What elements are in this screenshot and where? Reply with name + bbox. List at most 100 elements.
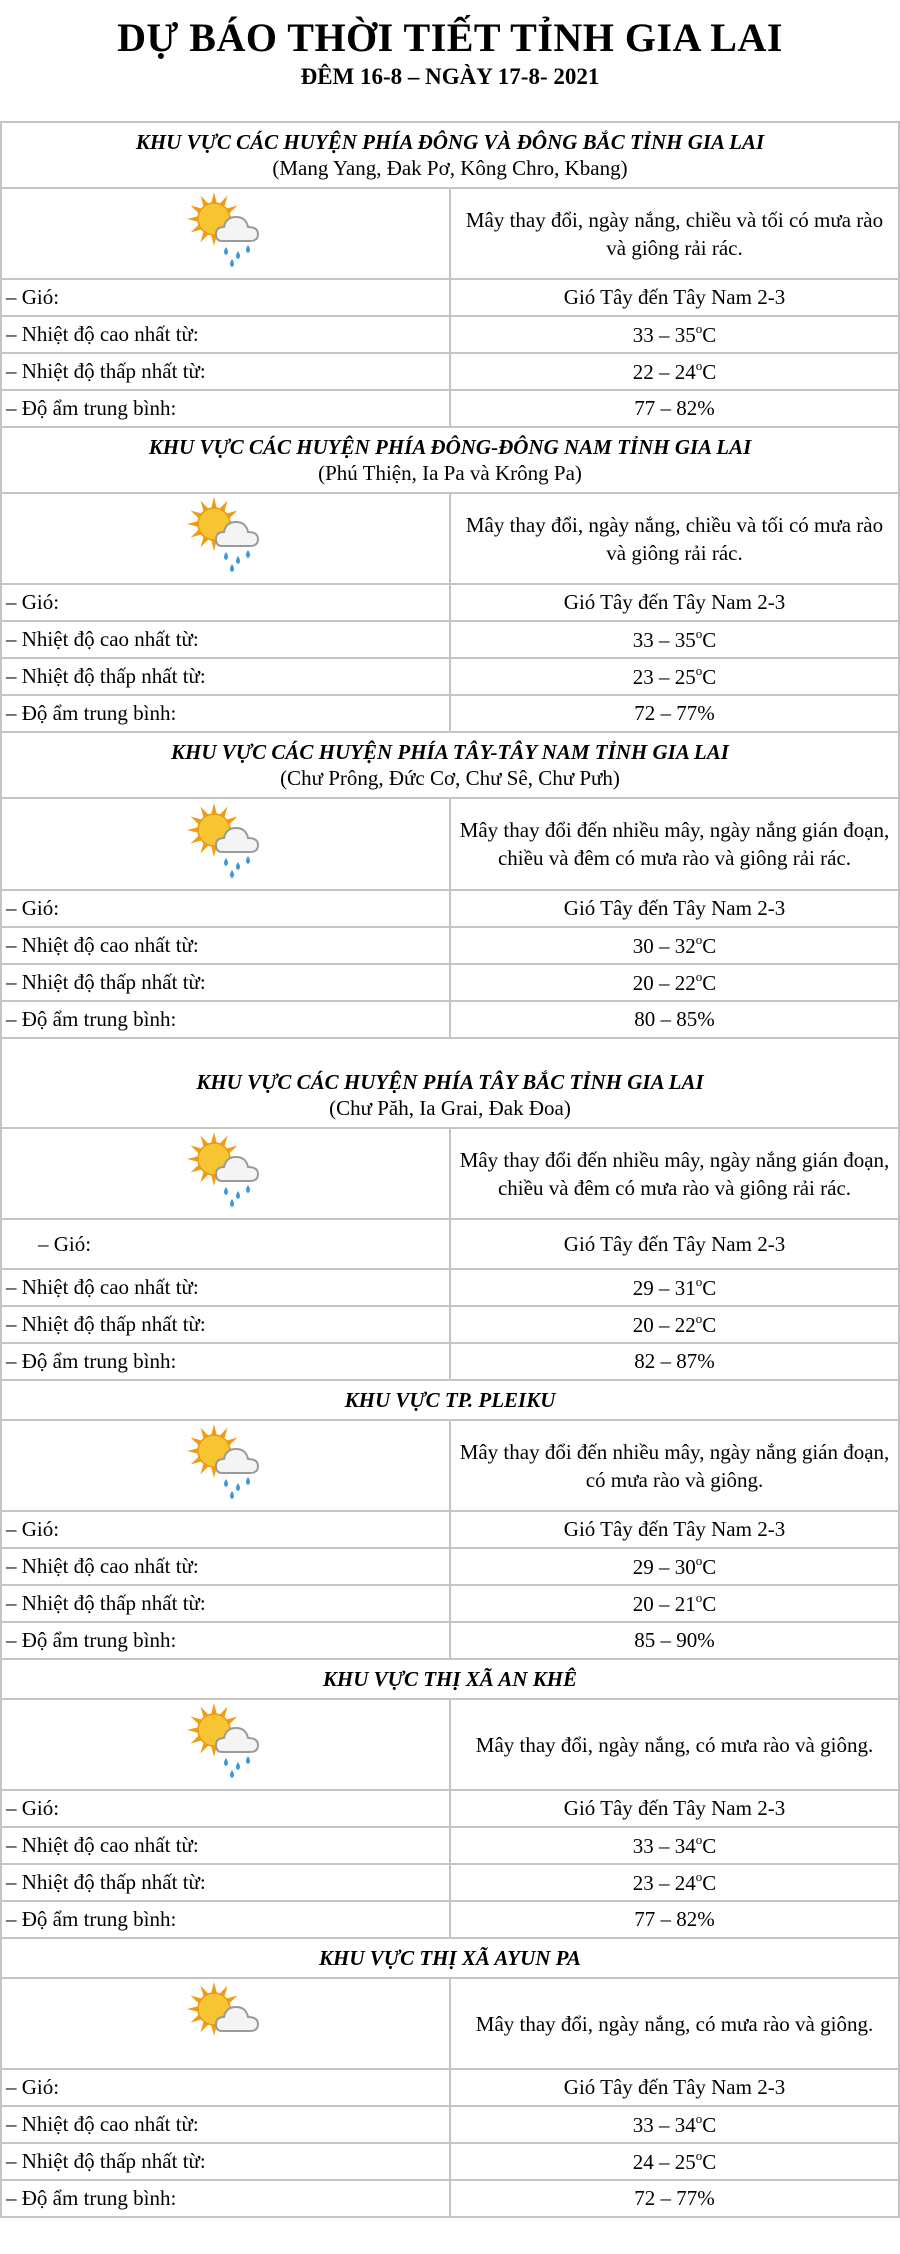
degree-mark: o [695,969,703,984]
temp-max-row: – Nhiệt độ cao nhất từ: 33 – 35oC [0,315,900,354]
temp-min-row: – Nhiệt độ thấp nhất từ: 23 – 25oC [0,657,900,696]
section-title: KHU VỰC THỊ XÃ AN KHÊ [322,1667,578,1691]
section-districts: (Mang Yang, Đak Pơ, Kông Chro, Kbang) [272,156,628,180]
temp-min-label: – Nhiệt độ thấp nhất từ: [0,2142,451,2181]
section-districts: (Chư Păh, Ia Grai, Đak Đoa) [329,1096,571,1120]
temp-max-text: 33 – 35 [632,323,696,347]
temp-min-value: 22 – 24oC [449,352,900,391]
temp-min-text: 20 – 22 [632,1313,696,1337]
celsius-unit: C [702,1871,717,1895]
humidity-text: 82 – 87% [634,1349,715,1373]
wind-row: – Gió: Gió Tây đến Tây Nam 2-3 [0,278,900,317]
temp-max-text: 33 – 34 [632,1834,696,1858]
temp-max-row: – Nhiệt độ cao nhất từ: 29 – 31oC [0,1268,900,1307]
section-header: KHU VỰC CÁC HUYỆN PHÍA TÂY BẮC TỈNH GIA … [0,1037,900,1129]
section-header-row: KHU VỰC CÁC HUYỆN PHÍA ĐÔNG-ĐÔNG NAM TỈN… [0,426,900,494]
temp-min-value: 20 – 21oC [449,1584,900,1623]
humidity-value: 85 – 90% [449,1621,900,1660]
celsius-unit: C [702,934,717,958]
wind-text: Gió Tây đến Tây Nam 2-3 [563,1517,786,1541]
section-header-row: KHU VỰC CÁC HUYỆN PHÍA TÂY BẮC TỈNH GIA … [0,1037,900,1129]
section-title: KHU VỰC CÁC HUYỆN PHÍA ĐÔNG VÀ ĐÔNG BẮC … [135,130,765,154]
humidity-text: 80 – 85% [634,1007,715,1031]
humidity-value: 77 – 82% [449,389,900,428]
celsius-unit: C [702,628,717,652]
sun-cloud-rain-icon [186,1129,266,1218]
weather-description: Mây thay đổi, ngày nắng, có mưa rào và g… [449,1698,900,1791]
wind-row: – Gió: Gió Tây đến Tây Nam 2-3 [0,1218,900,1270]
humidity-label: – Độ ẩm trung bình: [0,1900,451,1939]
section-title: KHU VỰC THỊ XÃ AYUN PA [319,1946,581,1970]
humidity-label: – Độ ẩm trung bình: [0,694,451,733]
temp-max-value: 29 – 31oC [449,1268,900,1307]
weather-icon-cell [0,492,451,585]
temp-min-label: – Nhiệt độ thấp nhất từ: [0,1584,451,1623]
humidity-label: – Độ ẩm trung bình: [0,1000,451,1039]
temp-max-row: – Nhiệt độ cao nhất từ: 30 – 32oC [0,926,900,965]
weather-description: Mây thay đổi đến nhiều mây, ngày nắng gi… [449,797,900,891]
page-title: DỰ BÁO THỜI TIẾT TỈNH GIA LAI [117,15,783,60]
wind-value: Gió Tây đến Tây Nam 2-3 [449,2068,900,2107]
sun-cloud-rain-icon [186,494,266,583]
weather-summary-row: Mây thay đổi, ngày nắng, có mưa rào và g… [0,1977,900,2070]
humidity-row: – Độ ẩm trung bình: 82 – 87% [0,1342,900,1381]
section-title: KHU VỰC CÁC HUYỆN PHÍA ĐÔNG-ĐÔNG NAM TỈN… [148,435,752,459]
degree-mark: o [695,1590,703,1605]
wind-value: Gió Tây đến Tây Nam 2-3 [449,1218,900,1270]
forecast-table: KHU VỰC CÁC HUYỆN PHÍA ĐÔNG VÀ ĐÔNG BẮC … [0,121,900,2218]
humidity-value: 72 – 77% [449,694,900,733]
celsius-unit: C [702,360,717,384]
weather-description: Mây thay đổi, ngày nắng, có mưa rào và g… [449,1977,900,2070]
temp-max-value: 33 – 34oC [449,2105,900,2144]
temp-max-text: 30 – 32 [632,934,696,958]
temp-min-row: – Nhiệt độ thấp nhất từ: 23 – 24oC [0,1863,900,1902]
temp-max-label: – Nhiệt độ cao nhất từ: [0,315,451,354]
weather-description: Mây thay đổi, ngày nắng, chiều và tối có… [449,492,900,585]
temp-max-label: – Nhiệt độ cao nhất từ: [0,1268,451,1307]
page-subtitle: ĐÊM 16-8 – NGÀY 17-8- 2021 [300,64,600,89]
degree-mark: o [695,1311,703,1326]
temp-min-label: – Nhiệt độ thấp nhất từ: [0,352,451,391]
wind-label: – Gió: [0,1789,451,1828]
weather-icon-cell [0,1698,451,1791]
temp-max-value: 33 – 35oC [449,620,900,659]
degree-mark: o [695,932,703,947]
section-districts: (Chư Prông, Đức Cơ, Chư Sê, Chư Pưh) [280,766,620,790]
degree-mark: o [695,1274,703,1289]
humidity-text: 72 – 77% [634,2186,715,2210]
weather-summary-row: Mây thay đổi đến nhiều mây, ngày nắng gi… [0,797,900,891]
temp-max-label: – Nhiệt độ cao nhất từ: [0,620,451,659]
wind-value: Gió Tây đến Tây Nam 2-3 [449,1510,900,1549]
degree-mark: o [695,2111,703,2126]
temp-max-text: 29 – 30 [632,1555,696,1579]
section-header: KHU VỰC THỊ XÃ AN KHÊ [0,1658,900,1700]
celsius-unit: C [702,2113,717,2137]
temp-max-value: 33 – 34oC [449,1826,900,1865]
weather-summary-row: Mây thay đổi đến nhiều mây, ngày nắng gi… [0,1419,900,1512]
temp-min-label: – Nhiệt độ thấp nhất từ: [0,1863,451,1902]
wind-label: – Gió: [0,583,451,622]
celsius-unit: C [702,323,717,347]
degree-mark: o [695,321,703,336]
temp-min-row: – Nhiệt độ thấp nhất từ: 20 – 22oC [0,963,900,1002]
degree-mark: o [695,663,703,678]
temp-min-text: 23 – 25 [632,665,696,689]
degree-mark: o [695,626,703,641]
wind-value: Gió Tây đến Tây Nam 2-3 [449,278,900,317]
degree-mark: o [695,358,703,373]
temp-min-value: 20 – 22oC [449,1305,900,1344]
celsius-unit: C [702,1313,717,1337]
weather-summary-row: Mây thay đổi, ngày nắng, chiều và tối có… [0,492,900,585]
celsius-unit: C [702,665,717,689]
wind-text: Gió Tây đến Tây Nam 2-3 [563,896,786,920]
temp-max-text: 33 – 35 [632,628,696,652]
section-title: KHU VỰC CÁC HUYỆN PHÍA TÂY-TÂY NAM TỈNH … [171,740,729,764]
weather-summary-row: Mây thay đổi, ngày nắng, chiều và tối có… [0,187,900,280]
temp-max-row: – Nhiệt độ cao nhất từ: 33 – 34oC [0,1826,900,1865]
sun-cloud-icon [186,1979,266,2068]
sun-cloud-rain-icon [186,1421,266,1510]
degree-mark: o [695,2148,703,2163]
celsius-unit: C [702,2150,717,2174]
humidity-row: – Độ ẩm trung bình: 80 – 85% [0,1000,900,1039]
section-header: KHU VỰC CÁC HUYỆN PHÍA ĐÔNG VÀ ĐÔNG BẮC … [0,121,900,189]
